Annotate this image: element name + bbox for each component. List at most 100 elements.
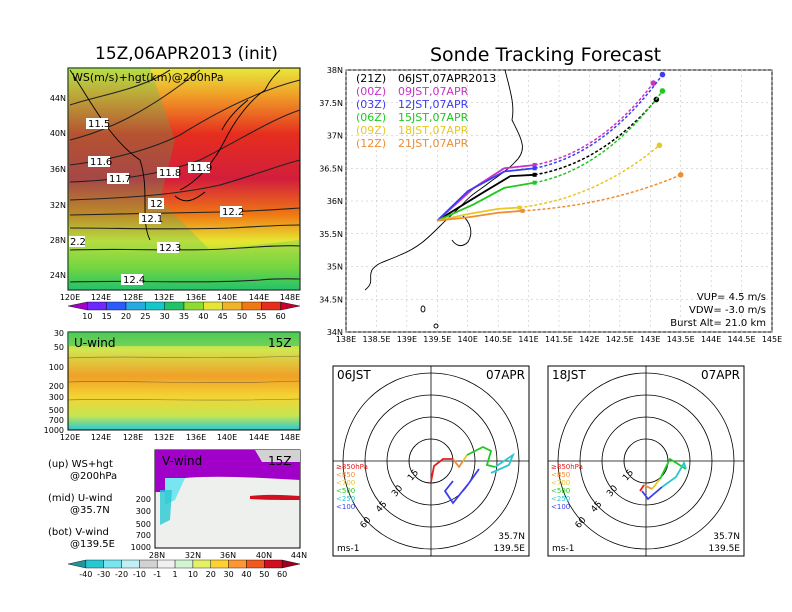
svg-text:@200hPa: @200hPa	[70, 471, 117, 482]
colorbar-tick: 35	[179, 312, 189, 321]
svg-text:120E: 120E	[60, 433, 80, 442]
hodo-level: <100	[336, 503, 355, 511]
contour-label: 11.5	[88, 119, 110, 130]
svg-text:100: 100	[49, 363, 64, 372]
ascent-track	[437, 206, 520, 222]
u-wind-time: 15Z	[268, 336, 292, 350]
descent-track	[534, 90, 664, 184]
x-tick: 144E	[701, 335, 721, 344]
descent-track	[534, 82, 654, 166]
contour-label: 12.2	[222, 207, 244, 218]
hodo-lat: 35.7N	[713, 532, 740, 542]
svg-text:500: 500	[49, 406, 64, 415]
svg-text:140E: 140E	[217, 293, 237, 302]
svg-text:200: 200	[49, 382, 64, 391]
colorbar-tick: 20	[206, 570, 216, 579]
svg-text:128E: 128E	[123, 293, 143, 302]
colorbar-tick: 60	[277, 570, 287, 579]
legend-code: (03Z)	[356, 98, 386, 111]
contour-label: 11.9	[190, 163, 212, 174]
x-tick: 145E	[762, 335, 782, 344]
colorbar-tick: 1	[173, 570, 178, 579]
colorbar-swatch	[103, 559, 122, 569]
x-tick: 139E	[397, 335, 417, 344]
svg-text:300: 300	[136, 507, 151, 516]
colorbar-tick: 30	[224, 570, 234, 579]
svg-text:148E: 148E	[280, 433, 300, 442]
descent-track	[534, 74, 664, 169]
x-tick: 138E	[336, 335, 356, 344]
ascent-track	[436, 164, 535, 222]
hodo-trace	[659, 457, 687, 480]
svg-text:148E: 148E	[280, 293, 300, 302]
hodo-date: 07APR	[701, 368, 740, 382]
hodo-level: <250	[551, 495, 570, 503]
y-tick: 38N	[327, 66, 343, 75]
colorbar-tick: 30	[160, 312, 170, 321]
burst-point	[517, 205, 522, 210]
svg-text:300: 300	[49, 393, 64, 402]
hodo-trace	[443, 468, 480, 505]
colorbar-swatch	[228, 559, 247, 569]
svg-text:44N: 44N	[50, 94, 66, 103]
ascent-track	[436, 181, 535, 222]
colorbar-swatch	[246, 559, 265, 569]
colorbar-tick: 10	[188, 570, 198, 579]
colorbar-swatch	[192, 559, 211, 569]
svg-text:120E: 120E	[60, 293, 80, 302]
burst-point	[520, 208, 525, 213]
hodo-level: <250	[336, 495, 355, 503]
x-tick: 141.5E	[545, 335, 573, 344]
colorbar-tick: 60	[276, 312, 286, 321]
colorbar-swatch	[241, 301, 262, 311]
hodo-trace	[639, 484, 645, 492]
wind-component-colorbar: -40 -30 -20 -10 -1 1 10 20 30 40 50 60	[67, 559, 301, 579]
legend-code: (12Z)	[356, 137, 386, 150]
hodo-unit: ms-1	[337, 544, 359, 554]
svg-text:128E: 128E	[123, 433, 143, 442]
colorbar-tick: 20	[121, 312, 131, 321]
legend-code: (06Z)	[356, 111, 386, 124]
svg-text:200: 200	[136, 495, 151, 504]
x-tick: 140E	[458, 335, 478, 344]
colorbar-tick: 40	[241, 570, 251, 579]
svg-text:36N: 36N	[220, 551, 236, 560]
legend-time: 12JST,07APR	[398, 98, 469, 111]
colorbar-swatch	[157, 559, 176, 569]
y-tick: 37.5N	[319, 99, 343, 108]
main-title: Sonde Tracking Forecast	[430, 44, 662, 66]
hodo-unit: ms-1	[552, 544, 574, 554]
hodo-level: ≥850hPa	[336, 463, 368, 471]
u-wind-label: U-wind	[74, 336, 115, 350]
v-wind-panel: V-wind 15Z 200 300 500 700 1000 28N 32N …	[131, 449, 307, 560]
contour-label: 11.8	[159, 168, 181, 179]
hodo-level: <700	[551, 479, 570, 487]
colorbar-swatch	[164, 301, 185, 311]
hodo-trace	[641, 486, 663, 501]
colorbar-tick: -1	[153, 570, 161, 579]
y-tick: 34N	[327, 328, 343, 337]
contour-label: 11.7	[109, 174, 131, 185]
y-tick: 37N	[327, 132, 343, 141]
svg-text:132E: 132E	[154, 293, 174, 302]
svg-text:@139.5E: @139.5E	[70, 539, 115, 550]
descent-track	[519, 144, 660, 209]
colorbar-swatch	[210, 559, 229, 569]
hodo-level: <500	[336, 487, 355, 495]
svg-text:136E: 136E	[186, 433, 206, 442]
contour-label: 2.2	[70, 237, 86, 248]
svg-text:(bot) V-wind: (bot) V-wind	[48, 527, 109, 538]
colorbar-swatch	[264, 559, 283, 569]
burst-point	[532, 162, 537, 167]
landing-point	[659, 88, 666, 94]
colorbar-tick: -20	[115, 570, 128, 579]
x-tick: 142E	[579, 335, 599, 344]
svg-text:1000: 1000	[131, 543, 151, 552]
colorbar-swatch	[281, 559, 301, 569]
colorbar-tick: 50	[237, 312, 247, 321]
param-burst: Burst Alt= 21.0 km	[670, 318, 766, 329]
burst-point	[532, 166, 537, 171]
